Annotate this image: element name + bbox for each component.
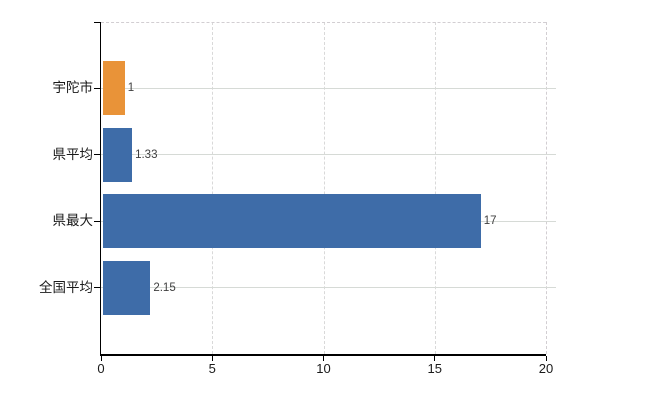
value-label-3: 2.15 [153, 281, 176, 294]
y-axis-tick-3 [93, 287, 100, 289]
x-axis-label-5: 5 [208, 361, 216, 376]
gridline-vertical-20 [546, 22, 547, 354]
x-axis-label-20: 20 [538, 361, 554, 376]
plot-border-top [101, 22, 546, 23]
gridline-horizontal-0 [101, 87, 556, 89]
x-axis-label-15: 15 [427, 361, 442, 376]
category-label-3: 全国平均 [39, 279, 93, 295]
x-axis-tick-0 [100, 355, 102, 361]
y-axis-tick-0 [93, 87, 100, 89]
value-label-0: 1 [127, 82, 135, 95]
x-axis-line [99, 354, 546, 356]
gridline-vertical-10 [323, 22, 325, 354]
x-axis-label-10: 10 [316, 361, 331, 376]
value-label-1: 1.33 [135, 148, 158, 161]
x-axis-tick-15 [434, 355, 436, 361]
y-axis-line [99, 22, 101, 356]
gridline-horizontal-3 [101, 287, 556, 289]
bar-1 [102, 127, 133, 182]
value-label-2: 17 [483, 215, 497, 228]
gridline-horizontal-1 [101, 154, 556, 156]
bar-3 [102, 260, 151, 315]
x-axis-tick-20 [545, 355, 547, 361]
bar-2 [102, 194, 481, 249]
y-axis-tick-2 [93, 220, 100, 222]
y-axis-tick-top [93, 22, 100, 23]
x-axis-tick-10 [323, 355, 324, 361]
category-label-2: 県最大 [52, 213, 94, 229]
x-axis-tick-5 [211, 355, 213, 361]
bar-0 [102, 61, 125, 116]
gridline-vertical-15 [434, 22, 436, 354]
category-label-1: 県平均 [52, 146, 94, 162]
y-axis-tick-1 [93, 154, 100, 156]
gridline-vertical-5 [212, 22, 214, 354]
category-label-0: 宇陀市 [52, 80, 94, 96]
x-axis-label-0: 0 [97, 361, 105, 376]
